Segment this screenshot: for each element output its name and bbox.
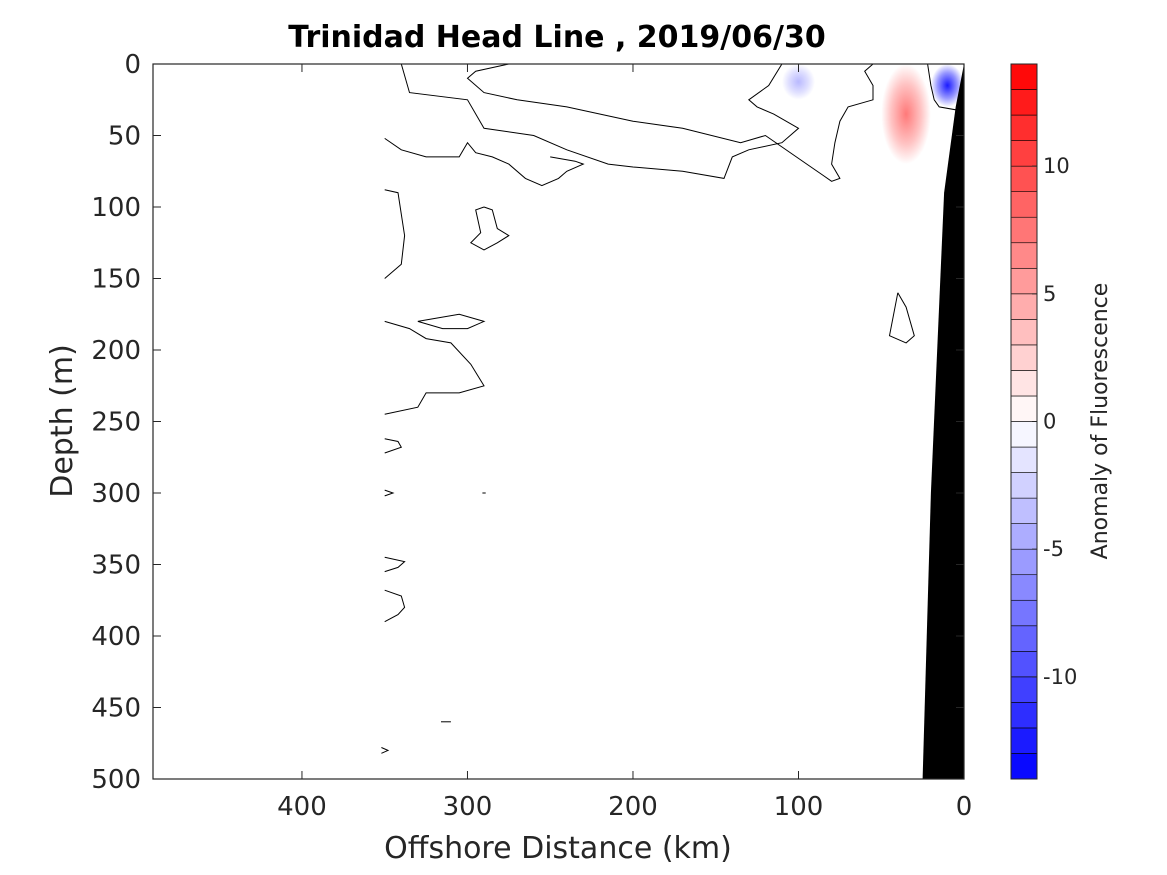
colorbar-level (1010, 191, 1038, 218)
y-tick-label: 100 (91, 193, 141, 223)
zero-contour-line (384, 438, 403, 454)
y-tick-label: 150 (91, 265, 141, 295)
seafloor-bathymetry (922, 64, 964, 779)
colorbar-level (1010, 114, 1038, 141)
contour-layer (381, 64, 964, 754)
colorbar-level (1010, 702, 1038, 729)
colorbar-level (1010, 599, 1038, 627)
zero-contour-line (384, 320, 485, 415)
x-tick-label: 100 (774, 792, 824, 822)
zero-contour-line (466, 64, 874, 182)
zero-contour-line (384, 137, 585, 187)
y-axis-ticks: 0 50 100 150 200 250 300 350 400 450 500 (91, 50, 964, 795)
colorbar-level (1010, 140, 1038, 167)
zero-contour-line (384, 189, 406, 279)
zero-contour-line (888, 292, 915, 344)
colorbar-level (1010, 63, 1038, 90)
colorbar-level (1010, 293, 1038, 320)
colorbar-level (1010, 574, 1038, 601)
y-tick-label: 250 (91, 408, 141, 438)
colorbar-level (1010, 727, 1038, 754)
x-tick-label: 400 (277, 792, 327, 822)
colorbar-level (1010, 753, 1038, 780)
y-tick-label: 450 (91, 694, 141, 724)
y-tick-label: 50 (108, 122, 141, 152)
zero-contour-line (381, 747, 390, 754)
colorbar-label: Anomaly of Fluorescence (1088, 283, 1113, 560)
colorbar-level (1010, 242, 1038, 269)
anomaly-layer (781, 64, 964, 165)
anomaly-patch-positive (881, 64, 931, 165)
zero-contour-line (384, 556, 406, 573)
colorbar: 10 5 0 -5 -10 (1010, 63, 1077, 780)
y-tick-label: 200 (91, 336, 141, 366)
x-tick-label: 300 (443, 792, 493, 822)
y-tick-label: 350 (91, 551, 141, 581)
zero-contour-line (400, 64, 800, 179)
colorbar-tick-label: 5 (1043, 282, 1056, 306)
colorbar-level (1010, 344, 1038, 371)
y-tick-label: 400 (91, 622, 141, 652)
zero-contour-line (384, 489, 395, 497)
x-axis-ticks: 400 300 200 100 0 (277, 64, 972, 822)
colorbar-level (1010, 676, 1038, 703)
anomaly-patch-negative (930, 64, 964, 107)
y-tick-label: 0 (124, 50, 141, 80)
bathymetry-layer (922, 64, 964, 779)
colorbar-level (1010, 165, 1038, 192)
colorbar-tick-label: 10 (1043, 154, 1070, 178)
colorbar-level (1010, 89, 1038, 116)
anomaly-patch-negative (781, 64, 816, 100)
colorbar-level (1010, 446, 1038, 473)
colorbar-level (1010, 267, 1038, 295)
colorbar-level (1010, 319, 1038, 346)
colorbar-tick-label: 0 (1043, 410, 1056, 434)
colorbar-level (1010, 497, 1038, 524)
zero-contour-line (384, 589, 406, 623)
plot-background (153, 64, 964, 779)
colorbar-level (1010, 395, 1038, 422)
colorbar-level (1010, 370, 1038, 397)
colorbar-tick-label: -5 (1043, 537, 1064, 561)
colorbar-level (1010, 523, 1038, 550)
chart-title: Trinidad Head Line , 2019/06/30 (288, 20, 825, 55)
zero-contour-line (417, 313, 486, 330)
colorbar-level (1010, 421, 1038, 448)
plot-area (152, 63, 965, 780)
colorbar-level (1010, 651, 1038, 678)
y-tick-label: 300 (91, 479, 141, 509)
x-tick-label: 0 (956, 792, 973, 822)
colorbar-level (1010, 472, 1038, 499)
x-tick-label: 200 (608, 792, 658, 822)
colorbar-level (1010, 216, 1038, 244)
colorbar-level (1010, 625, 1038, 652)
colorbar-level (1010, 548, 1038, 576)
x-axis-label: Offshore Distance (km) (384, 831, 732, 866)
y-tick-label: 500 (91, 765, 141, 795)
zero-contour-line (469, 206, 510, 251)
colorbar-tick-label: -10 (1043, 665, 1077, 689)
y-axis-label: Depth (m) (45, 344, 80, 498)
